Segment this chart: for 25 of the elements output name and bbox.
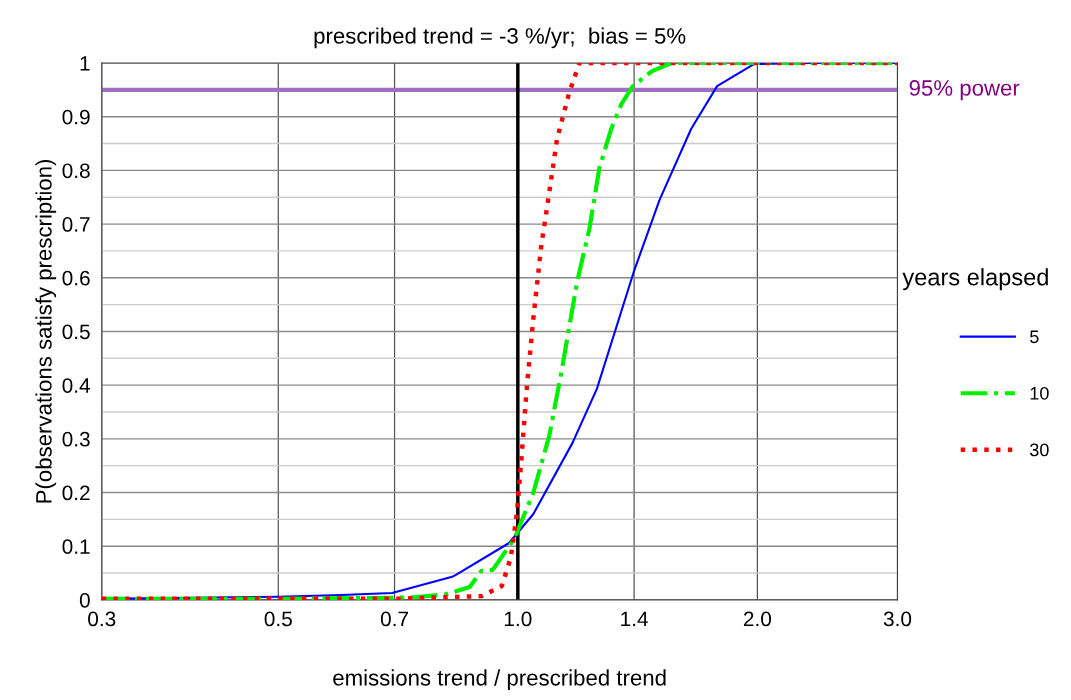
- x-tick-label: 0.7: [380, 611, 408, 627]
- y-axis-title: P(observations satisfy prescription): [35, 159, 57, 503]
- x-tick-label: 0.5: [264, 611, 292, 627]
- x-axis-title: emissions trend / prescribed trend: [333, 669, 666, 691]
- ref-line-label: 95% power: [909, 80, 1020, 101]
- x-tick-label: 2.0: [743, 611, 772, 627]
- y-tick-label: 0.1: [62, 539, 90, 554]
- legend-label: 10: [1030, 386, 1049, 400]
- y-tick-label: 0.3: [62, 431, 90, 447]
- y-tick-label: 0.8: [62, 163, 90, 179]
- x-tick-label: 1.4: [621, 611, 648, 627]
- y-tick-label: 0.6: [62, 270, 90, 286]
- y-tick-label: 1: [80, 56, 90, 71]
- y-tick-label: 0.7: [62, 217, 90, 232]
- y-tick-label: 0.5: [62, 324, 90, 340]
- legend-label: 5: [1030, 330, 1039, 344]
- chart-title: prescribed trend = -3 %/yr; bias = 5%: [314, 27, 686, 49]
- x-tick-label: 3.0: [883, 611, 912, 627]
- y-tick-label: 0.2: [62, 485, 90, 501]
- legend-label: 30: [1030, 443, 1049, 457]
- legend-title: years elapsed: [902, 268, 1048, 291]
- y-tick-label: 0.4: [62, 378, 91, 393]
- x-tick-label: 1.0: [504, 611, 532, 627]
- y-tick-label: 0: [79, 592, 90, 608]
- y-tick-label: 0.9: [62, 109, 90, 125]
